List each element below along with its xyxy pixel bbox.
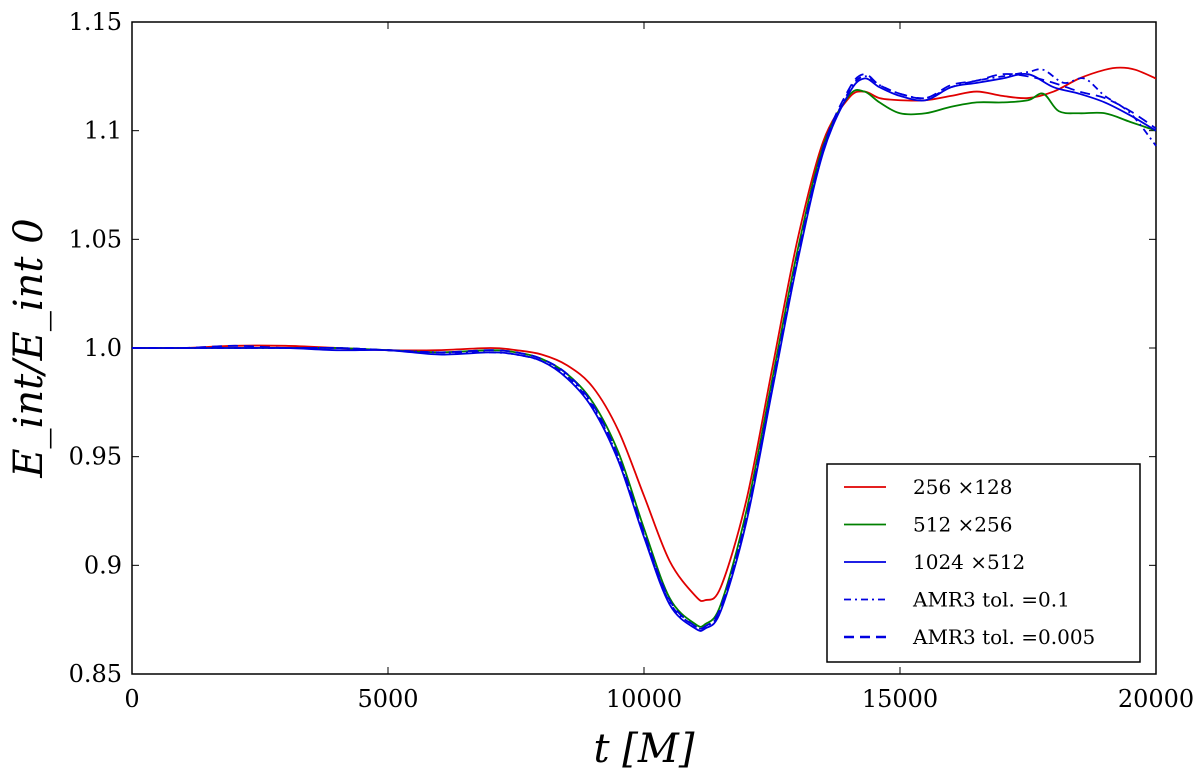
axis-titles: t [M] E_int/E_int 0 <box>6 218 695 772</box>
legend-label: AMR3 tol. =0.1 <box>912 588 1070 612</box>
legend-label: 512 ×256 <box>913 513 1012 537</box>
legend-label: 1024 ×512 <box>913 550 1025 574</box>
y-tick-label: 1.0 <box>84 334 122 362</box>
x-tick-label: 15000 <box>862 685 938 713</box>
legend-box <box>826 463 1141 663</box>
y-tick-label: 1.15 <box>69 8 122 36</box>
legend-label: AMR3 tol. =0.005 <box>912 625 1095 649</box>
x-tick-label: 20000 <box>1118 685 1194 713</box>
legend-label: 256 ×128 <box>913 475 1012 499</box>
series-line-1 <box>131 66 1157 602</box>
x-tick-label: 10000 <box>606 685 682 713</box>
y-tick-label: 0.9 <box>84 551 122 579</box>
axis-ticks: 0 5000 10000 15000 20000 0.85 0.9 0.95 1.0 1.05 1.… <box>69 8 1195 713</box>
x-axis-title: t [M] <box>594 726 695 772</box>
series-line-5 <box>131 73 1157 630</box>
x-tick-label: 5000 <box>357 685 418 713</box>
y-tick-label: 1.05 <box>69 225 122 253</box>
series-lines <box>131 66 1157 632</box>
y-tick-label: 1.1 <box>84 117 122 145</box>
y-axis-title: E_int/E_int 0 <box>6 218 52 478</box>
y-tick-label: 0.85 <box>69 660 122 688</box>
y-tick-label: 0.95 <box>69 443 122 471</box>
legend: 256 ×128 512 ×256 1024 ×512 AMR3 tol. =0.1 A… <box>826 463 1141 663</box>
x-tick-label: 0 <box>124 685 139 713</box>
